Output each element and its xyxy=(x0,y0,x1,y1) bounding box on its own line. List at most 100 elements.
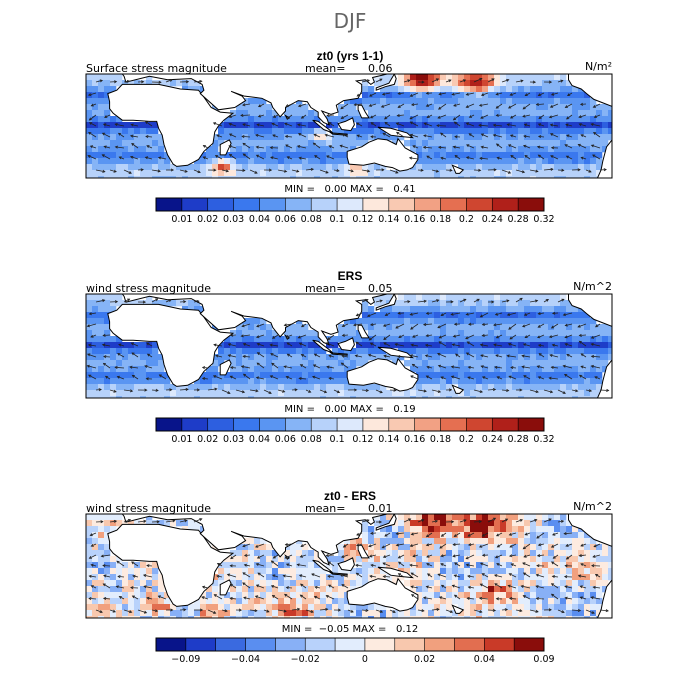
colorbar-swatch xyxy=(336,197,364,212)
coastlines xyxy=(86,74,612,178)
panel-subtitle: ERS xyxy=(338,269,363,283)
colorbar-tick-label: 0.24 xyxy=(482,214,503,225)
panel-1: zt0 (yrs 1-1) Surface stress magnitude mea… xyxy=(85,49,613,225)
colorbar-tick-label: 0.03 xyxy=(223,434,244,445)
colorbar-swatch xyxy=(394,637,426,652)
colorbar-swatch xyxy=(155,417,183,432)
colorbar-swatch xyxy=(275,637,306,652)
colorbar-tick-label: 0.03 xyxy=(223,214,244,225)
colorbar-tick-label: 0.1 xyxy=(330,434,345,445)
colorbar-swatch xyxy=(362,417,390,432)
panel-minmax: MIN = −0.05 MAX = 0.12 xyxy=(282,624,418,635)
colorbar-swatch xyxy=(517,197,545,212)
panel-units: N/m² xyxy=(585,60,612,73)
wind-vectors xyxy=(88,517,609,614)
colorbar-swatch xyxy=(285,417,312,432)
colorbar-tick-label: 0.1 xyxy=(330,214,345,225)
colorbar-tick-label: 0.28 xyxy=(508,214,529,225)
colorbar-swatch xyxy=(233,197,260,212)
colour-field xyxy=(86,514,612,618)
colorbar-tick-label: 0.04 xyxy=(474,654,495,665)
colorbar-tick-label: 0 xyxy=(362,654,368,665)
colorbar-tick-label: 0.01 xyxy=(171,434,192,445)
colorbar-swatch xyxy=(304,637,336,652)
panel-subtitle: zt0 - ERS xyxy=(324,489,376,503)
colorbar-tick-label: 0.18 xyxy=(430,214,451,225)
panel-mean-value: 0.05 xyxy=(368,282,393,295)
colorbar-tick-label: 0.2 xyxy=(459,214,474,225)
colorbar: −0.09 −0.04 −0.02 0 0.02 0.04 0.09 xyxy=(155,637,555,665)
panel-mean-label: mean= xyxy=(305,62,345,75)
colorbar-swatch xyxy=(388,417,416,432)
map-frame xyxy=(85,73,613,179)
colorbar-tick-label: 0.16 xyxy=(404,434,425,445)
colorbar-swatch xyxy=(207,197,235,212)
colorbar-tick-label: 0.02 xyxy=(197,214,218,225)
colorbar-tick-label: 0.24 xyxy=(482,434,503,445)
colorbar-swatch xyxy=(414,417,442,432)
colorbar-tick-label: 0.08 xyxy=(301,434,322,445)
colorbar-tick-label: 0.14 xyxy=(378,214,399,225)
colorbar-tick-label: 0.32 xyxy=(533,214,554,225)
panel-minmax: MIN = 0.00 MAX = 0.41 xyxy=(284,184,415,195)
colorbar-tick-label: 0.12 xyxy=(352,214,373,225)
colorbar-swatch xyxy=(466,197,493,212)
colorbar-swatch xyxy=(454,637,485,652)
colorbar-swatch xyxy=(233,417,260,432)
colour-field xyxy=(86,74,612,178)
colorbar-tick-label: 0.01 xyxy=(171,214,192,225)
colorbar-tick-label: 0.18 xyxy=(430,434,451,445)
colorbar-tick-label: 0.32 xyxy=(533,434,554,445)
panel-variable-label: wind stress magnitude xyxy=(86,502,211,515)
colorbar-tick-label: 0.2 xyxy=(459,434,474,445)
colorbar-tick-label: 0.09 xyxy=(533,654,554,665)
colorbar-tick-label: 0.08 xyxy=(301,214,322,225)
panel-units: N/m^2 xyxy=(573,500,612,513)
colorbar-tick-label: 0.28 xyxy=(508,434,529,445)
colorbar-swatch xyxy=(155,197,183,212)
panel-variable-label: Surface stress magnitude xyxy=(86,62,227,75)
colorbar: 0.01 0.02 0.03 0.04 0.06 0.08 0.1 0.12 0.14 0.16 0… xyxy=(155,197,555,225)
colorbar-swatch xyxy=(440,417,467,432)
map-frame xyxy=(85,293,613,399)
figure-title: DJF xyxy=(334,9,367,33)
colorbar-tick-label: 0.06 xyxy=(275,214,296,225)
colorbar-swatch xyxy=(245,637,276,652)
panel-minmax: MIN = 0.00 MAX = 0.19 xyxy=(284,404,415,415)
panels: zt0 (yrs 1-1) Surface stress magnitude mea… xyxy=(85,49,613,665)
panel-2: ERS wind stress magnitude mean= 0.05 N/m^2 MI… xyxy=(85,269,613,445)
colorbar-swatch xyxy=(207,417,235,432)
colorbar-tick-label: 0.02 xyxy=(197,434,218,445)
colorbar-tick-label: 0.12 xyxy=(352,434,373,445)
colorbar-swatch xyxy=(310,197,338,212)
colorbar-tick-label: 0.04 xyxy=(249,434,270,445)
colorbar-tick-label: 0.14 xyxy=(378,434,399,445)
colorbar-swatch xyxy=(440,197,467,212)
map-frame xyxy=(85,513,613,619)
colorbar-swatch xyxy=(285,197,312,212)
colorbar-tick-label: 0.16 xyxy=(404,214,425,225)
coastlines xyxy=(86,294,612,398)
colorbar-swatch xyxy=(181,197,209,212)
wind-vectors xyxy=(86,297,610,394)
panel-mean-value: 0.06 xyxy=(368,62,393,75)
colorbar-swatch xyxy=(466,417,493,432)
colorbar-swatch xyxy=(181,417,209,432)
colorbar-swatch xyxy=(517,417,545,432)
colorbar-swatch xyxy=(513,637,545,652)
colorbar-tick-label: 0.02 xyxy=(414,654,435,665)
colorbar-swatch xyxy=(215,637,247,652)
panel-mean-value: 0.01 xyxy=(368,502,393,515)
colorbar: 0.01 0.02 0.03 0.04 0.06 0.08 0.1 0.12 0.14 0.16 0… xyxy=(155,417,555,445)
colorbar-swatch xyxy=(424,637,455,652)
panel-subtitle: zt0 (yrs 1-1) xyxy=(317,49,384,63)
colorbar-swatch xyxy=(185,637,217,652)
colorbar-swatch xyxy=(336,417,364,432)
colorbar-swatch xyxy=(484,637,515,652)
colorbar-swatch xyxy=(155,637,187,652)
colorbar-swatch xyxy=(334,637,366,652)
colorbar-tick-label: 0.06 xyxy=(275,434,296,445)
colorbar-tick-label: −0.04 xyxy=(231,654,260,665)
colorbar-tick-label: −0.02 xyxy=(291,654,320,665)
